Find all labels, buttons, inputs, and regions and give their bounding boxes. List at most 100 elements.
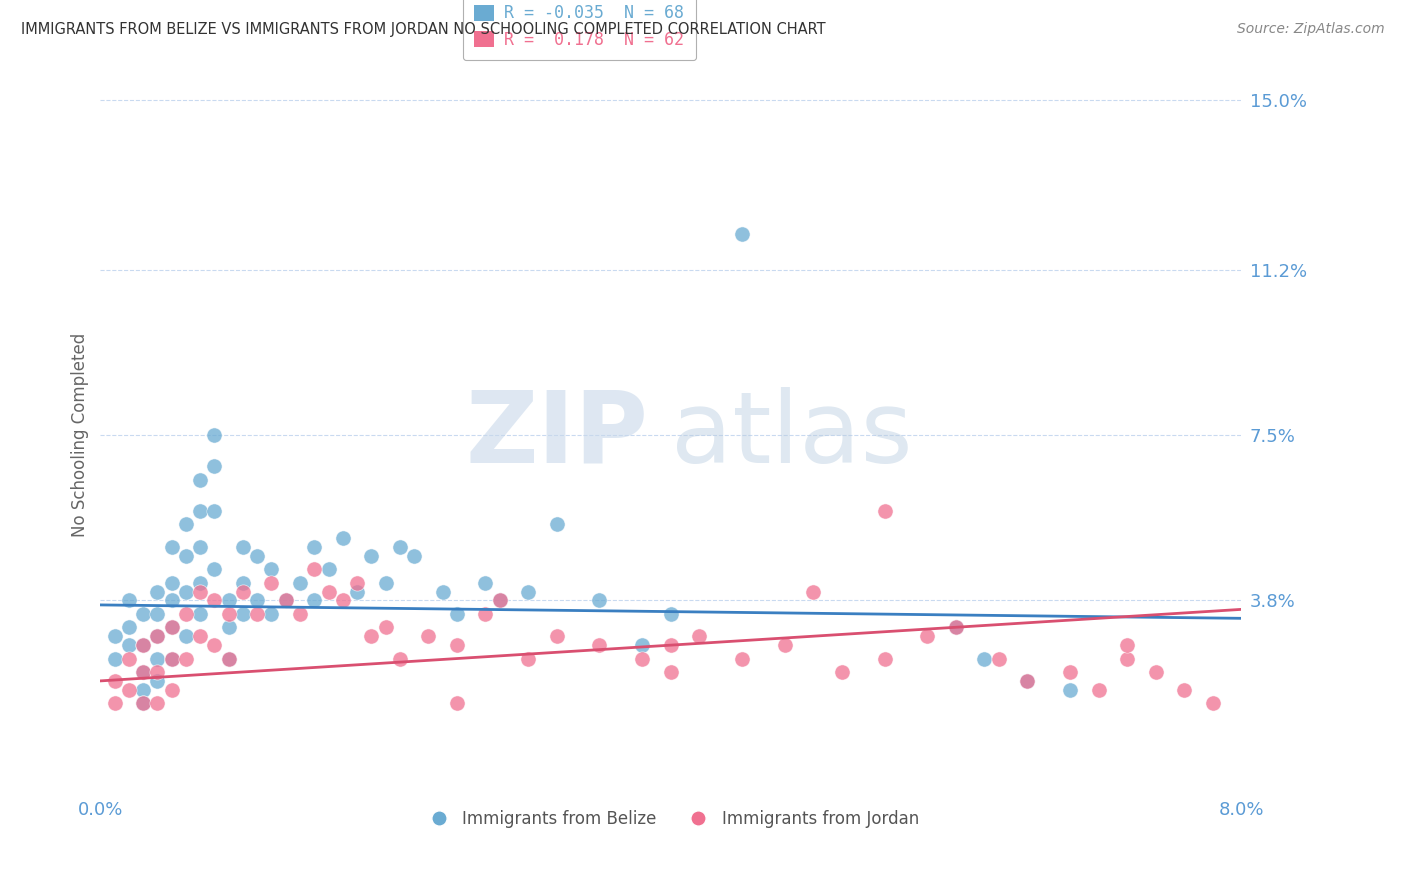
- Point: [174, 607, 197, 621]
- Point: [188, 473, 211, 487]
- Point: [188, 540, 211, 554]
- Point: [304, 593, 326, 607]
- Point: [873, 651, 896, 665]
- Point: [546, 629, 568, 643]
- Point: [688, 629, 710, 643]
- Point: [346, 575, 368, 590]
- Point: [132, 696, 155, 710]
- Point: [132, 682, 155, 697]
- Point: [360, 549, 382, 563]
- Point: [318, 562, 340, 576]
- Point: [160, 575, 183, 590]
- Point: [260, 607, 283, 621]
- Point: [418, 629, 440, 643]
- Point: [160, 593, 183, 607]
- Point: [188, 629, 211, 643]
- Point: [232, 575, 254, 590]
- Point: [374, 620, 396, 634]
- Point: [160, 620, 183, 634]
- Point: [659, 638, 682, 652]
- Point: [318, 584, 340, 599]
- Point: [474, 575, 496, 590]
- Point: [146, 607, 169, 621]
- Point: [132, 665, 155, 679]
- Point: [132, 638, 155, 652]
- Text: atlas: atlas: [671, 386, 912, 483]
- Point: [446, 638, 468, 652]
- Text: ZIP: ZIP: [465, 386, 648, 483]
- Point: [232, 540, 254, 554]
- Point: [488, 593, 510, 607]
- Point: [204, 562, 226, 576]
- Point: [232, 584, 254, 599]
- Point: [1017, 673, 1039, 688]
- Point: [546, 517, 568, 532]
- Point: [474, 607, 496, 621]
- Point: [274, 593, 297, 607]
- Point: [332, 593, 354, 607]
- Point: [346, 584, 368, 599]
- Point: [659, 607, 682, 621]
- Point: [146, 629, 169, 643]
- Point: [118, 620, 141, 634]
- Point: [360, 629, 382, 643]
- Point: [1059, 682, 1081, 697]
- Point: [218, 593, 240, 607]
- Point: [1059, 665, 1081, 679]
- Point: [160, 620, 183, 634]
- Point: [104, 673, 127, 688]
- Point: [801, 584, 824, 599]
- Point: [388, 651, 411, 665]
- Point: [174, 651, 197, 665]
- Point: [132, 665, 155, 679]
- Point: [218, 651, 240, 665]
- Point: [1201, 696, 1223, 710]
- Point: [831, 665, 853, 679]
- Point: [1017, 673, 1039, 688]
- Point: [188, 575, 211, 590]
- Text: IMMIGRANTS FROM BELIZE VS IMMIGRANTS FROM JORDAN NO SCHOOLING COMPLETED CORRELAT: IMMIGRANTS FROM BELIZE VS IMMIGRANTS FRO…: [21, 22, 825, 37]
- Point: [146, 651, 169, 665]
- Point: [204, 638, 226, 652]
- Point: [104, 651, 127, 665]
- Point: [588, 593, 610, 607]
- Point: [1144, 665, 1167, 679]
- Point: [446, 696, 468, 710]
- Point: [873, 504, 896, 518]
- Point: [987, 651, 1010, 665]
- Point: [204, 593, 226, 607]
- Point: [174, 549, 197, 563]
- Point: [274, 593, 297, 607]
- Point: [304, 562, 326, 576]
- Point: [304, 540, 326, 554]
- Point: [146, 673, 169, 688]
- Point: [204, 428, 226, 442]
- Point: [118, 651, 141, 665]
- Point: [104, 629, 127, 643]
- Point: [332, 531, 354, 545]
- Legend: Immigrants from Belize, Immigrants from Jordan: Immigrants from Belize, Immigrants from …: [416, 803, 925, 834]
- Point: [174, 517, 197, 532]
- Point: [104, 696, 127, 710]
- Point: [174, 584, 197, 599]
- Point: [132, 696, 155, 710]
- Point: [160, 682, 183, 697]
- Point: [488, 593, 510, 607]
- Point: [188, 584, 211, 599]
- Point: [246, 593, 269, 607]
- Point: [432, 584, 454, 599]
- Point: [973, 651, 995, 665]
- Point: [260, 575, 283, 590]
- Point: [1087, 682, 1109, 697]
- Point: [118, 682, 141, 697]
- Point: [945, 620, 967, 634]
- Point: [218, 607, 240, 621]
- Point: [731, 227, 754, 241]
- Point: [260, 562, 283, 576]
- Point: [132, 638, 155, 652]
- Point: [446, 607, 468, 621]
- Point: [773, 638, 796, 652]
- Point: [146, 629, 169, 643]
- Point: [204, 504, 226, 518]
- Point: [1116, 651, 1139, 665]
